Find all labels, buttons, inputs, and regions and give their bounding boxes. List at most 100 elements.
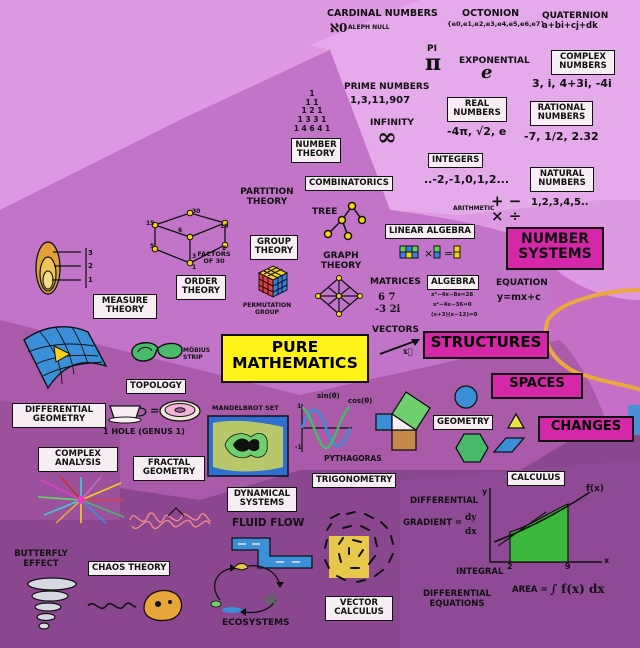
- tree-graph-icon: [323, 201, 366, 241]
- number-systems-box: NUMBER SYSTEMS: [506, 227, 604, 270]
- geometry-shapes-icon: [454, 385, 526, 463]
- area-expr: ∫ f(x) dx: [550, 582, 605, 596]
- pythagoras-label: PYTHAGORAS: [324, 454, 382, 463]
- geometry-box: GEOMETRY: [433, 415, 494, 431]
- vector-arrow-icon: [379, 339, 420, 355]
- integers-examples: ..-2,-1,0,1,2...: [424, 173, 510, 186]
- factors-label: FACTORS OF 30: [197, 250, 231, 266]
- svg-text:=: =: [444, 247, 453, 260]
- algebra-line: x³−4x−8x=28: [431, 292, 474, 298]
- measure-number: 1: [88, 276, 93, 284]
- rubiks-cube-icon: [257, 265, 289, 298]
- tree-label: TREE: [312, 207, 338, 217]
- hole-label: 1 HOLE (GENUS 1): [103, 427, 185, 436]
- diff-eq-label: DIFFERENTIAL EQUATIONS: [422, 589, 492, 609]
- equation-expr: y=mx+c: [497, 292, 541, 303]
- cup-donut-icon: [108, 400, 201, 424]
- topology-box: TOPOLOGY: [126, 379, 186, 395]
- calculus-box: CALCULUS: [507, 471, 565, 487]
- sine-cosine-icon: [300, 404, 352, 452]
- spaces-box: SPACES: [491, 373, 583, 399]
- rational-numbers-box: RATIONAL NUMBERS: [530, 101, 593, 126]
- ecosystems-label: ECOSYSTEMS: [222, 618, 290, 628]
- mobius-strip-icon: [131, 342, 183, 362]
- complex-plot-icon: [37, 476, 125, 524]
- trig-axis-label: 1: [297, 403, 302, 410]
- prime-examples: 1,3,11,907: [350, 95, 411, 106]
- arithmetic-symbols-bottom: × ÷: [491, 207, 522, 225]
- pascal-row: 1: [309, 89, 315, 98]
- structures-box: STRUCTURES: [423, 331, 549, 359]
- pascal-row: 1 2 1: [301, 106, 323, 116]
- infinity-symbol: ∞: [377, 122, 397, 151]
- manifold-grid-icon: [23, 326, 108, 390]
- measure-sets-icon: [35, 241, 87, 295]
- bound-a: 2: [507, 562, 513, 571]
- rational-examples: -7, 1/2, 2.32: [524, 130, 599, 143]
- matrices-label: MATRICES: [370, 277, 421, 287]
- permutation-label: PERMUTATION GROUP: [242, 302, 292, 316]
- graph-theory-label: GRAPH THEORY: [320, 251, 362, 272]
- axis-x-label: x: [604, 556, 610, 565]
- vector-symbol: x⃗: [403, 346, 413, 356]
- cos-label: cos(θ): [348, 397, 373, 405]
- natural-numbers-box: NATURAL NUMBERS: [530, 167, 594, 192]
- mandelbrot-label: MANDELBROT SET: [212, 404, 279, 412]
- matrix-expr-top: 6 7: [378, 292, 396, 303]
- axis-y-label: y: [482, 487, 488, 496]
- real-examples: -4π, √2, e: [447, 125, 507, 138]
- fractal-geometry-box: FRACTAL GEOMETRY: [133, 456, 205, 481]
- fractal-scribble-icon: [129, 507, 211, 529]
- graph-icon: [315, 275, 363, 317]
- vector-field-icon: [324, 511, 394, 583]
- trigonometry-box: TRIGONOMETRY: [312, 473, 397, 489]
- factor-number: 1: [192, 264, 197, 271]
- measure-number: 2: [88, 262, 93, 270]
- measure-theory-box: MEASURE THEORY: [93, 294, 157, 319]
- complex-numbers-box: COMPLEX NUMBERS: [551, 50, 615, 75]
- e-symbol: e: [481, 62, 493, 83]
- factor-number: 30: [192, 208, 201, 215]
- mobius-label: MÖBIUS STRIP: [183, 347, 211, 361]
- ecosystem-cycle-icon: [210, 563, 284, 616]
- factor-number: 2: [222, 245, 227, 252]
- algebra-line: x²−4x−36=0: [433, 302, 472, 308]
- complex-analysis-box: COMPLEX ANALYSIS: [38, 447, 118, 472]
- pi-symbol: π: [425, 50, 442, 76]
- factor-number: 6: [178, 227, 183, 234]
- group-theory-box: GROUP THEORY: [250, 235, 298, 260]
- natural-examples: 1,2,3,4,5..: [531, 197, 589, 208]
- pythagoras-icon: [375, 391, 431, 451]
- matrix-expr-bottom: -3 2i: [375, 304, 401, 315]
- fluid-flow-label: FLUID FLOW: [232, 517, 305, 529]
- factor-number: 15: [146, 220, 155, 227]
- chaos-theory-box: CHAOS THEORY: [88, 561, 171, 577]
- real-numbers-box: REAL NUMBERS: [447, 97, 507, 122]
- pi-label: PI: [427, 44, 437, 54]
- pascal-row: 1 4 6 4 1: [293, 123, 331, 133]
- pure-mathematics-title: PURE MATHEMATICS: [221, 334, 369, 383]
- linear-algebra-box: LINEAR ALGEBRA: [385, 224, 475, 240]
- bound-b: 9: [565, 562, 571, 571]
- area-label: AREA =: [512, 585, 548, 595]
- integral-label: INTEGRAL: [456, 567, 504, 577]
- gradient-top: dy: [465, 513, 477, 523]
- gradient-bottom: dx: [465, 527, 477, 537]
- infinity-label: INFINITY: [370, 118, 414, 128]
- gradient-label: GRADIENT =: [403, 518, 463, 528]
- factor-number: 5: [150, 243, 155, 250]
- differential-geometry-box: DIFFERENTIAL GEOMETRY: [12, 403, 106, 428]
- chaos-creature-icon: [143, 589, 183, 622]
- changes-box: CHANGES: [538, 416, 634, 442]
- complex-examples: 3, i, 4+3i, -4i: [532, 77, 612, 90]
- quaternion-expr: a+bi+cj+dk: [542, 21, 598, 31]
- butterfly-label: BUTTERFLY EFFECT: [14, 549, 68, 569]
- sin-label: sin(θ): [317, 392, 340, 400]
- factor-number: 3: [192, 253, 197, 260]
- arithmetic-label: ARITHMETIC: [453, 205, 495, 212]
- order-theory-box: ORDER THEORY: [176, 275, 226, 300]
- cardinal-label: CARDINAL NUMBERS: [327, 8, 438, 19]
- aleph-symbol: ℵ0: [330, 21, 348, 35]
- algebra-line: (x+3)(x−12)=0: [431, 312, 478, 318]
- integers-box: INTEGERS: [428, 153, 484, 169]
